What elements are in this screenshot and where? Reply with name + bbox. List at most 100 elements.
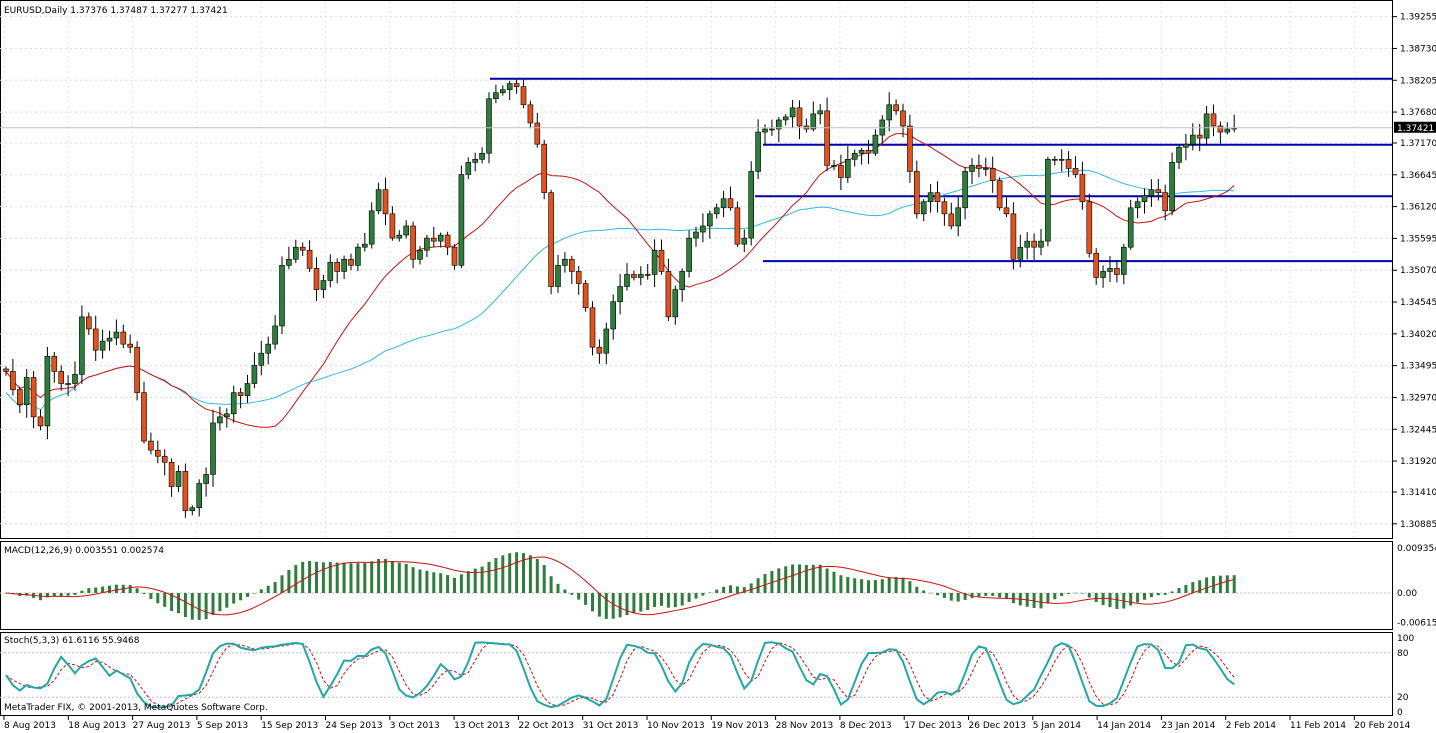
candle-body	[237, 392, 244, 396]
macd-bar	[266, 585, 270, 593]
macd-tick-label: 0.009354	[1397, 544, 1436, 554]
candle-body	[217, 416, 223, 424]
candle-body	[458, 174, 465, 266]
candle-body	[603, 328, 610, 354]
macd-bar	[1149, 593, 1153, 598]
candle-body	[389, 213, 396, 239]
candle-body	[444, 234, 451, 248]
macd-bar	[956, 593, 960, 602]
candle-body	[1224, 128, 1231, 133]
candle-body	[858, 149, 865, 154]
candle-body	[1065, 159, 1072, 169]
macd-bar	[1060, 593, 1064, 597]
candle-body	[493, 92, 499, 100]
macd-bar	[321, 562, 325, 593]
candle-body	[382, 189, 389, 215]
candle-body	[1196, 134, 1203, 139]
macd-bar	[418, 569, 422, 593]
macd-bar	[942, 593, 946, 598]
candle-body	[1093, 252, 1099, 278]
candle-body	[3, 368, 9, 372]
date-tick-label: 17 Dec 2013	[904, 721, 962, 731]
macd-panel[interactable]	[0, 541, 1393, 630]
moving-average-fast	[5, 133, 1235, 428]
macd-bar	[294, 565, 298, 593]
candle-body	[700, 225, 706, 233]
macd-bar	[1170, 591, 1174, 593]
macd-bar	[839, 575, 843, 593]
candle-body	[417, 249, 423, 260]
candle-body	[355, 246, 361, 266]
macd-axis: 0.009354 0.00 -0.006153	[1397, 544, 1436, 629]
stochastic-panel[interactable]	[0, 632, 1393, 716]
candle-body	[948, 213, 955, 227]
candle-body	[99, 340, 106, 351]
candle-body	[1010, 213, 1017, 260]
candle-body	[548, 192, 554, 287]
candle-body	[1148, 189, 1155, 196]
candle-body	[562, 259, 568, 266]
candle-body	[637, 274, 644, 278]
candle-body	[1127, 207, 1134, 248]
macd-bar	[618, 593, 622, 618]
macd-bar	[87, 588, 91, 593]
macd-tick-label: -0.006153	[1397, 619, 1436, 629]
macd-bar	[936, 593, 939, 596]
macd-bar	[1074, 592, 1077, 594]
candle-body	[368, 210, 375, 245]
candle-body	[155, 449, 161, 457]
macd-bar	[873, 580, 877, 593]
macd-bar	[80, 590, 84, 593]
macd-bar	[446, 575, 450, 593]
candle-body	[251, 365, 258, 384]
price-tick-label: 1.38730	[1400, 44, 1436, 54]
candle-body	[451, 246, 458, 266]
macd-signal-line	[5, 556, 1235, 616]
candle-body	[410, 225, 416, 260]
date-tick-label: 19 Nov 2013	[711, 721, 769, 731]
candle-body	[258, 352, 265, 366]
candle-body	[927, 192, 934, 203]
macd-bar	[798, 564, 801, 593]
macd-bar	[390, 560, 394, 593]
date-tick-label: 5 Sep 2013	[197, 721, 248, 731]
date-tick-label: 23 Jan 2014	[1161, 721, 1215, 731]
macd-bar	[687, 593, 691, 602]
candle-body	[1203, 113, 1210, 139]
candle-body	[1176, 146, 1182, 163]
candle-body	[1079, 174, 1086, 203]
macd-bar	[1115, 593, 1119, 609]
price-tick-label: 1.37680	[1400, 108, 1436, 118]
price-tick-label: 1.38205	[1400, 76, 1436, 86]
stochastic-tick-label: 0	[1397, 708, 1403, 718]
candle-body	[361, 243, 368, 248]
macd-bar	[984, 593, 988, 596]
macd-bar	[1005, 593, 1008, 600]
macd-bar	[1212, 576, 1215, 593]
macd-bar	[273, 582, 277, 593]
macd-bar	[591, 593, 594, 612]
macd-bar	[660, 593, 663, 606]
stochastic-header: Stoch(5,3,3) 61.6116 55.9468	[4, 636, 140, 646]
support-resistance-lines[interactable]	[490, 77, 1392, 263]
date-tick-label: 18 Aug 2013	[68, 721, 126, 731]
candle-body	[472, 159, 479, 163]
candle-body	[686, 237, 692, 272]
macd-bar	[128, 585, 132, 593]
macd-bar	[991, 593, 995, 596]
candle-body	[430, 237, 437, 242]
main-price-panel[interactable]	[0, 0, 1393, 539]
macd-bar	[308, 560, 312, 593]
candle-body	[672, 289, 679, 318]
date-tick-label: 15 Sep 2013	[261, 721, 318, 731]
main-header: EURUSD,Daily 1.37376 1.37487 1.37277 1.3…	[4, 6, 228, 16]
candle-body	[886, 104, 893, 121]
candle-body	[769, 128, 775, 131]
macd-bar	[563, 589, 567, 593]
candle-body	[989, 168, 996, 181]
candle-body	[65, 383, 71, 385]
candle-body	[727, 198, 734, 209]
candle-body	[437, 234, 444, 242]
macd-bar	[1184, 584, 1188, 593]
